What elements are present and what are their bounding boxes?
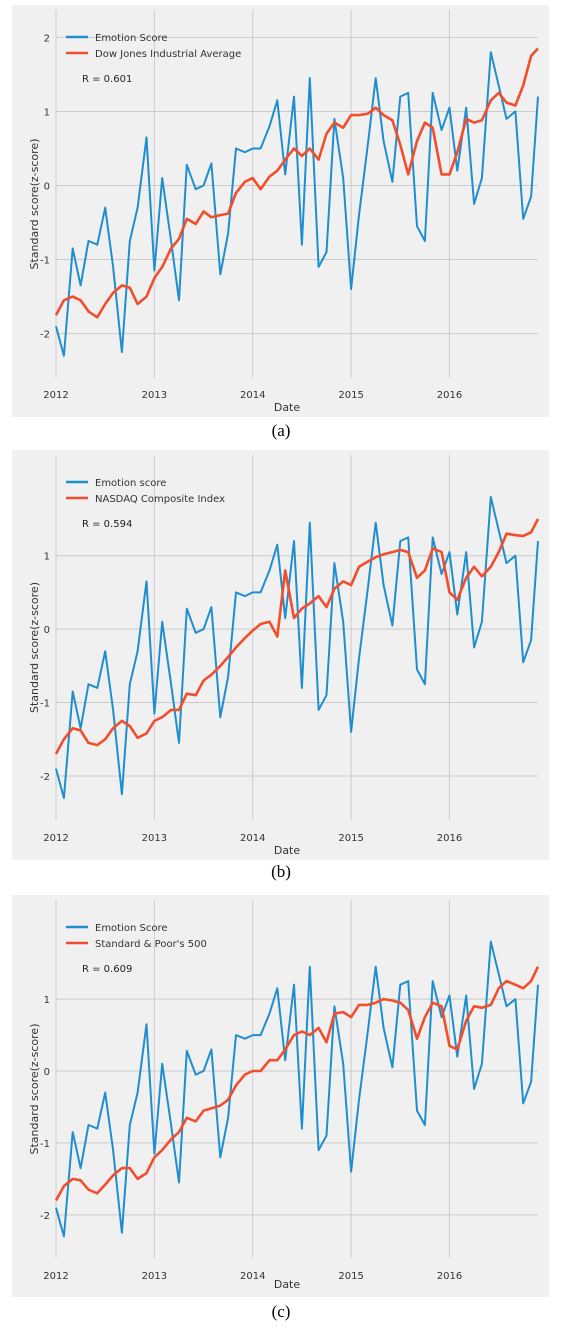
x-tick-label: 2012 (43, 833, 68, 844)
series-line-emotion (55, 51, 539, 357)
y-tick-label: -1 (40, 1139, 50, 1150)
series-line-index (54, 518, 540, 755)
chart-background (12, 450, 549, 860)
legend-label: Emotion Score (95, 33, 168, 44)
x-axis-label: Date (274, 844, 301, 857)
x-tick-label: 2015 (338, 833, 363, 844)
series-line-index (54, 47, 539, 319)
chart-background (12, 895, 549, 1297)
x-tick-label: 2013 (142, 833, 167, 844)
x-axis-label: Date (274, 401, 301, 414)
y-tick-label: -2 (40, 1211, 50, 1222)
y-tick-label: 0 (44, 181, 50, 192)
legend-label: Emotion score (95, 478, 166, 489)
figure-b: -2 -1 0 1 2012 2013 2014 2015 2016 Date Standard s… (0, 445, 562, 890)
y-tick-label: -1 (40, 256, 50, 267)
x-tick-label: 2015 (338, 1271, 363, 1282)
legend-label: Standard & Poor's 500 (95, 939, 207, 950)
y-tick-label: 1 (44, 552, 50, 563)
x-tick-label: 2015 (338, 390, 363, 401)
x-tick-label: 2014 (240, 390, 265, 401)
y-tick-label: -2 (40, 772, 50, 783)
chart-background (12, 5, 549, 417)
y-tick-label: -2 (40, 330, 50, 341)
legend-label: Dow Jones Industrial Average (95, 49, 241, 60)
chart-b: -2 -1 0 1 2012 2013 2014 2015 2016 Date Standard s… (12, 450, 549, 860)
correlation-annotation: R = 0.594 (82, 519, 132, 530)
x-tick-label: 2013 (142, 390, 167, 401)
y-axis-label: Standard score(z-score) (28, 1024, 41, 1155)
x-axis-label: Date (274, 1278, 301, 1291)
y-tick-label: -1 (40, 699, 50, 710)
figure-a: -2 -1 0 1 2 2012 2013 2014 2015 2016 Date Standard … (0, 0, 562, 445)
caption-b: (b) (271, 862, 291, 881)
y-tick-label: 1 (44, 107, 50, 118)
correlation-annotation: R = 0.609 (82, 964, 132, 975)
caption-a: (a) (271, 421, 291, 440)
x-tick-label: 2016 (437, 390, 462, 401)
x-tick-label: 2012 (43, 1271, 68, 1282)
y-tick-label: 0 (44, 625, 50, 636)
legend-label: NASDAQ Composite Index (95, 494, 225, 505)
x-tick-label: 2016 (437, 1271, 462, 1282)
y-tick-label: 0 (44, 1067, 50, 1078)
correlation-annotation: R = 0.601 (82, 74, 132, 85)
x-tick-label: 2013 (142, 1271, 167, 1282)
y-axis-label: Standard score(z-score) (28, 582, 41, 713)
caption-c: (c) (271, 1302, 291, 1321)
x-tick-label: 2014 (240, 1271, 265, 1282)
chart-a: -2 -1 0 1 2 2012 2013 2014 2015 2016 Date Standard … (12, 5, 549, 417)
figure-c: -2 -1 0 1 2012 2013 2014 2015 2016 Date Standard s… (0, 890, 562, 1329)
series-line-index (54, 966, 540, 1202)
chart-c: -2 -1 0 1 2012 2013 2014 2015 2016 Date Standard s… (12, 895, 549, 1297)
x-tick-label: 2012 (43, 390, 68, 401)
legend-label: Emotion Score (95, 923, 168, 934)
x-tick-label: 2016 (437, 833, 462, 844)
y-axis-label: Standard score(z-score) (28, 139, 41, 270)
x-tick-label: 2014 (240, 833, 265, 844)
y-tick-label: 1 (44, 995, 50, 1006)
y-tick-label: 2 (44, 33, 50, 44)
